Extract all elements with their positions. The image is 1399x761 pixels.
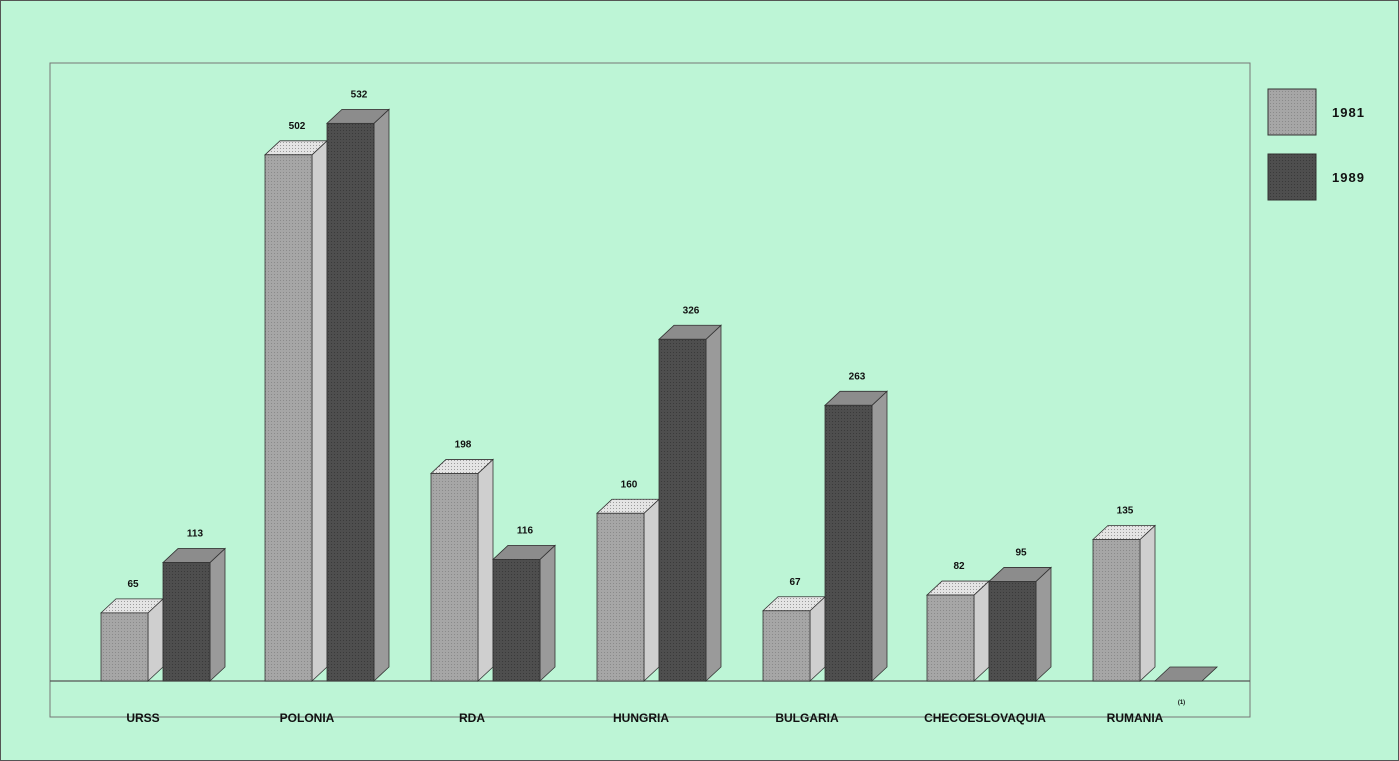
bar-polonia-1989 — [325, 108, 391, 682]
value-label: 65 — [127, 579, 139, 590]
bar-rumania-1981 — [1091, 524, 1157, 682]
category-label: BULGARIA — [775, 711, 839, 725]
bar-rda-1989 — [491, 544, 557, 682]
value-label: 95 — [1015, 547, 1027, 558]
category-label: CHECOESLOVAQUIA — [924, 711, 1046, 725]
annotation-note: (1) — [1178, 700, 1185, 706]
bar-front — [264, 154, 313, 682]
value-label: 160 — [621, 479, 638, 490]
bar-polonia-1981 — [263, 139, 329, 682]
bar-hungria-1989 — [657, 324, 723, 682]
legend: 1981 1989 — [1267, 88, 1365, 201]
bar-hungria-1981 — [595, 498, 661, 682]
legend-label: 1989 — [1332, 170, 1365, 185]
bar-front — [492, 559, 541, 682]
bar-side — [705, 324, 722, 682]
value-label: 502 — [289, 121, 306, 132]
legend-label: 1981 — [1332, 105, 1365, 120]
bar-side — [311, 139, 328, 682]
value-label: 113 — [187, 529, 204, 540]
bar-front — [926, 594, 975, 682]
value-label: 82 — [953, 561, 965, 572]
bar-front — [430, 473, 479, 682]
bar-checoeslovaquia-1981 — [925, 580, 991, 682]
bars-group: 65 113 URSS 502 532 POLONIA 198 116 RDA 160 326 HUN… — [99, 89, 1219, 725]
bar-front — [762, 610, 811, 682]
legend-item-1989: 1989 — [1267, 153, 1365, 201]
category-label: RDA — [459, 711, 485, 725]
plot-area — [49, 62, 1251, 718]
bar-top — [1153, 666, 1219, 682]
bar-side — [1139, 524, 1156, 682]
bar-side — [871, 390, 888, 682]
bar-front — [596, 512, 645, 682]
bar-front — [824, 404, 873, 682]
value-label: 263 — [849, 371, 866, 382]
category-label: RUMANIA — [1107, 711, 1164, 725]
legend-swatch — [1267, 153, 1317, 201]
bar-front — [1092, 539, 1141, 682]
bar-front — [326, 122, 375, 682]
bar-side — [809, 595, 826, 682]
category-label: HUNGRIA — [613, 711, 669, 725]
bar-front — [100, 612, 149, 682]
bar-rumania-1989 — [1153, 666, 1219, 682]
legend-swatch — [1267, 88, 1317, 136]
bar-side — [209, 547, 226, 682]
bar-bulgaria-1989 — [823, 390, 889, 682]
bar-checoeslovaquia-1989 — [987, 566, 1053, 682]
bar-urss-1989 — [161, 547, 227, 682]
value-label: 116 — [517, 525, 534, 536]
bar-rda-1981 — [429, 458, 495, 682]
bar-side — [477, 458, 494, 682]
bar-bulgaria-1981 — [761, 595, 827, 682]
category-label: URSS — [126, 711, 159, 725]
legend-item-1981: 1981 — [1267, 88, 1365, 136]
bar-front — [162, 562, 211, 682]
bar-side — [1035, 566, 1052, 682]
value-label: 326 — [683, 305, 700, 316]
bar-front — [988, 581, 1037, 682]
bar-side — [973, 580, 990, 682]
value-label: 532 — [351, 89, 368, 100]
value-label: 198 — [455, 439, 472, 450]
bar-urss-1981 — [99, 597, 165, 682]
category-label: POLONIA — [280, 711, 335, 725]
value-label: 135 — [1117, 505, 1134, 516]
bar-side — [643, 498, 660, 682]
bar-side — [373, 108, 390, 682]
bar-side — [539, 544, 556, 682]
value-label: 67 — [789, 577, 801, 588]
bar-front — [658, 338, 707, 682]
